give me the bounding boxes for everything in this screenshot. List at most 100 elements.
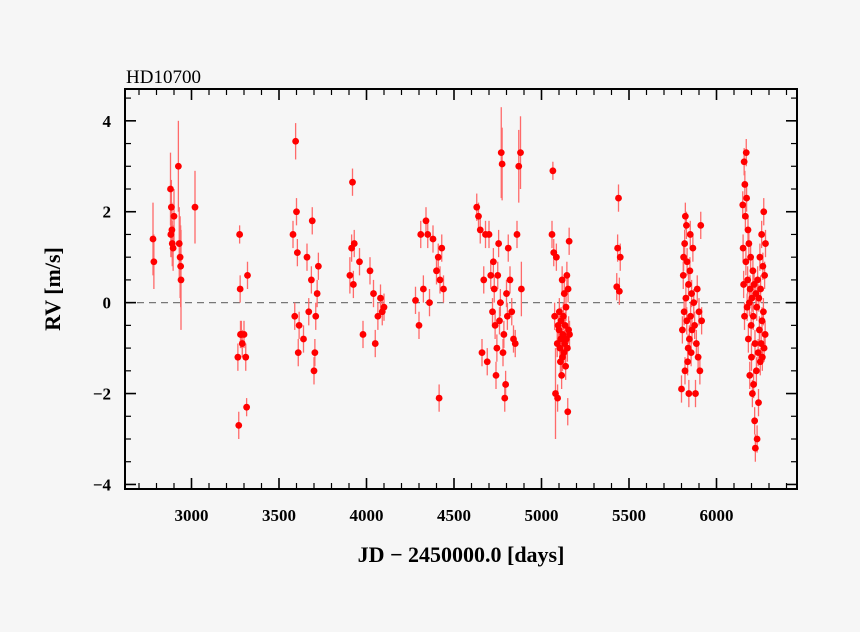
data-point bbox=[748, 294, 756, 302]
data-point bbox=[555, 326, 563, 334]
data-point bbox=[517, 149, 524, 157]
data-point bbox=[555, 308, 563, 316]
y-tick-label: 4 bbox=[103, 112, 112, 131]
data-point bbox=[485, 231, 493, 238]
data-point bbox=[492, 371, 500, 379]
data-point bbox=[350, 240, 358, 247]
x-axis-label: JD − 2450000.0 [days] bbox=[358, 542, 565, 567]
data-point bbox=[380, 303, 388, 311]
data-point bbox=[741, 312, 748, 320]
data-point bbox=[685, 335, 693, 343]
data-point bbox=[683, 221, 690, 229]
x-tick-label: 5500 bbox=[612, 506, 646, 525]
data-point bbox=[615, 194, 622, 202]
data-point bbox=[758, 353, 766, 361]
data-point bbox=[740, 281, 748, 288]
data-point bbox=[757, 285, 764, 293]
data-point bbox=[682, 294, 690, 302]
data-point bbox=[556, 344, 564, 352]
data-point bbox=[742, 258, 750, 266]
data-point bbox=[690, 299, 698, 307]
data-point bbox=[242, 353, 250, 361]
data-point bbox=[753, 303, 761, 311]
data-point bbox=[749, 267, 757, 275]
data-point bbox=[744, 226, 752, 234]
data-point bbox=[751, 417, 759, 425]
data-point bbox=[551, 312, 559, 320]
data-point bbox=[755, 294, 763, 302]
data-point bbox=[412, 296, 419, 304]
data-point bbox=[480, 276, 488, 284]
data-point bbox=[303, 253, 311, 261]
data-point bbox=[698, 317, 706, 325]
data-point bbox=[311, 349, 319, 357]
data-point bbox=[176, 253, 184, 261]
data-point bbox=[744, 276, 752, 284]
data-point bbox=[563, 271, 571, 279]
data-point bbox=[167, 203, 175, 211]
data-point bbox=[697, 221, 705, 229]
data-point bbox=[493, 344, 501, 352]
data-point bbox=[751, 340, 759, 347]
data-point bbox=[422, 217, 430, 225]
data-point bbox=[289, 231, 297, 238]
data-point bbox=[678, 326, 686, 334]
data-point bbox=[314, 262, 322, 270]
data-point bbox=[366, 267, 374, 275]
data-point bbox=[491, 321, 499, 329]
data-point bbox=[374, 312, 382, 320]
data-point bbox=[741, 212, 749, 220]
data-point bbox=[434, 253, 442, 261]
data-point bbox=[565, 237, 573, 245]
data-point bbox=[506, 276, 514, 284]
data-point bbox=[755, 399, 762, 407]
data-point bbox=[615, 287, 623, 295]
data-point bbox=[478, 349, 486, 357]
data-point bbox=[759, 262, 767, 270]
data-point bbox=[687, 349, 695, 357]
data-point bbox=[748, 353, 755, 361]
chart-title: HD10700 bbox=[126, 67, 201, 88]
data-point bbox=[169, 244, 177, 252]
data-point bbox=[515, 162, 523, 170]
data-point bbox=[746, 285, 754, 293]
data-point bbox=[688, 290, 696, 297]
data-point bbox=[500, 331, 508, 338]
data-point bbox=[175, 240, 183, 247]
data-point bbox=[751, 444, 759, 452]
data-point bbox=[433, 267, 440, 275]
data-point bbox=[685, 281, 692, 288]
data-point bbox=[692, 340, 700, 347]
data-point bbox=[415, 321, 423, 329]
x-tick-label: 4500 bbox=[437, 506, 471, 525]
data-point bbox=[191, 203, 199, 211]
data-point bbox=[371, 340, 379, 347]
data-point bbox=[426, 299, 433, 307]
data-point bbox=[745, 240, 753, 247]
y-tick-label: 0 bbox=[103, 294, 112, 313]
data-point bbox=[747, 253, 755, 261]
data-point bbox=[149, 235, 157, 243]
data-point bbox=[681, 367, 689, 375]
data-point bbox=[562, 362, 570, 370]
data-point bbox=[497, 149, 505, 157]
data-point bbox=[293, 249, 301, 257]
data-point bbox=[494, 271, 502, 279]
data-point bbox=[614, 244, 622, 252]
data-point bbox=[495, 240, 503, 247]
data-point bbox=[761, 331, 769, 338]
data-point bbox=[760, 308, 767, 316]
data-point bbox=[417, 231, 425, 238]
data-point bbox=[691, 321, 699, 329]
data-point bbox=[695, 308, 703, 316]
data-point bbox=[760, 208, 768, 216]
data-point bbox=[240, 331, 248, 338]
data-point bbox=[758, 231, 766, 238]
data-point bbox=[754, 276, 762, 284]
data-point bbox=[308, 217, 316, 225]
data-point bbox=[294, 349, 302, 357]
data-point bbox=[498, 160, 506, 168]
data-point bbox=[552, 253, 560, 261]
data-point bbox=[238, 340, 246, 347]
